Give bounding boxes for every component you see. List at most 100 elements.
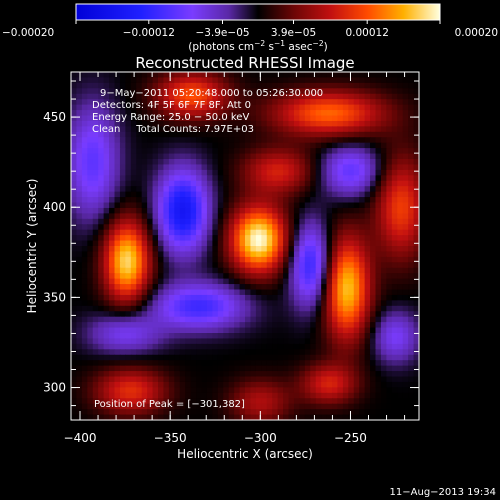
heatmap-cell [293, 338, 300, 345]
heatmap-cell [98, 305, 105, 312]
heatmap-cell [326, 93, 333, 100]
heatmap-cell [310, 240, 317, 247]
heatmap-cell [375, 93, 382, 100]
heatmap-cell [277, 229, 284, 236]
heatmap-cell [283, 120, 290, 127]
heatmap-cell [261, 333, 268, 340]
heatmap-cell [337, 256, 344, 263]
heatmap-cell [370, 392, 377, 399]
heatmap-cell [250, 110, 257, 117]
heatmap-cell [196, 387, 203, 394]
heatmap-cell [250, 349, 257, 356]
heatmap-cell [179, 202, 186, 209]
heatmap-cell [114, 186, 121, 193]
heatmap-cell [293, 240, 300, 247]
heatmap-cell [293, 207, 300, 214]
heatmap-cell [136, 392, 143, 399]
heatmap-cell [332, 131, 339, 138]
heatmap-cell [359, 414, 366, 420]
heatmap-cell [245, 381, 252, 388]
heatmap-cell [136, 333, 143, 340]
heatmap-cell [190, 240, 197, 247]
heatmap-cell [71, 409, 78, 416]
heatmap-cell [228, 398, 235, 405]
heatmap-cell [397, 284, 404, 291]
heatmap-cell [245, 120, 252, 127]
heatmap-cell [190, 278, 197, 285]
heatmap-cell [272, 240, 279, 247]
heatmap-cell [391, 229, 398, 236]
heatmap-cell [293, 82, 300, 89]
heatmap-cell [293, 137, 300, 144]
heatmap-cell [141, 284, 148, 291]
heatmap-cell [98, 110, 105, 117]
heatmap-cell [152, 278, 159, 285]
heatmap-cell [81, 224, 88, 231]
heatmap-cell [283, 327, 290, 334]
heatmap-cell [87, 180, 94, 187]
heatmap-cell [179, 251, 186, 258]
heatmap-cell [332, 82, 339, 89]
heatmap-cell [185, 126, 192, 133]
heatmap-cell [125, 82, 132, 89]
heatmap-cell [245, 338, 252, 345]
heatmap-cell [103, 387, 110, 394]
heatmap-cell [315, 175, 322, 182]
heatmap-cell [359, 72, 366, 79]
heatmap-cell [288, 131, 295, 138]
heatmap-cell [370, 403, 377, 410]
heatmap-cell [92, 409, 99, 416]
heatmap-cell [266, 218, 273, 225]
heatmap-cell [277, 93, 284, 100]
heatmap-cell [158, 273, 165, 280]
heatmap-cell [386, 110, 393, 117]
heatmap-cell [234, 224, 241, 231]
heatmap-cell [152, 284, 159, 291]
heatmap-cell [223, 218, 230, 225]
heatmap-cell [217, 289, 224, 296]
heatmap-cell [272, 246, 279, 253]
heatmap-cell [158, 88, 165, 95]
heatmap-cell [92, 191, 99, 198]
heatmap-cell [255, 289, 262, 296]
heatmap-cell [326, 137, 333, 144]
heatmap-cell [223, 110, 230, 117]
heatmap-cell [223, 343, 230, 350]
heatmap-cell [206, 77, 213, 84]
heatmap-cell [261, 311, 268, 318]
heatmap-cell [92, 159, 99, 166]
heatmap-cell [98, 316, 105, 323]
heatmap-cell [71, 137, 78, 144]
heatmap-cell [293, 343, 300, 350]
heatmap-cell [255, 273, 262, 280]
heatmap-cell [114, 251, 121, 258]
heatmap-cell [206, 398, 213, 405]
heatmap-cell [272, 202, 279, 209]
heatmap-cell [206, 153, 213, 160]
heatmap-cell [92, 197, 99, 204]
heatmap-cell [342, 289, 349, 296]
heatmap-cell [185, 343, 192, 350]
heatmap-cell [141, 403, 148, 410]
heatmap-cell [109, 110, 116, 117]
heatmap-cell [293, 376, 300, 383]
heatmap-cell [266, 409, 273, 416]
heatmap-cell [217, 300, 224, 307]
heatmap-cell [283, 403, 290, 410]
heatmap-cell [136, 240, 143, 247]
heatmap-cell [228, 305, 235, 312]
heatmap-cell [223, 262, 230, 269]
heatmap-cell [266, 251, 273, 258]
heatmap-cell [342, 148, 349, 155]
heatmap-cell [174, 294, 181, 301]
heatmap-cell [332, 240, 339, 247]
heatmap-cell [103, 240, 110, 247]
heatmap-cell [255, 110, 262, 117]
heatmap-cell [109, 104, 116, 111]
heatmap-cell [92, 403, 99, 410]
heatmap-cell [408, 115, 415, 122]
heatmap-cell [201, 159, 208, 166]
heatmap-cell [315, 262, 322, 269]
heatmap-cell [304, 88, 311, 95]
heatmap-cell [163, 175, 170, 182]
